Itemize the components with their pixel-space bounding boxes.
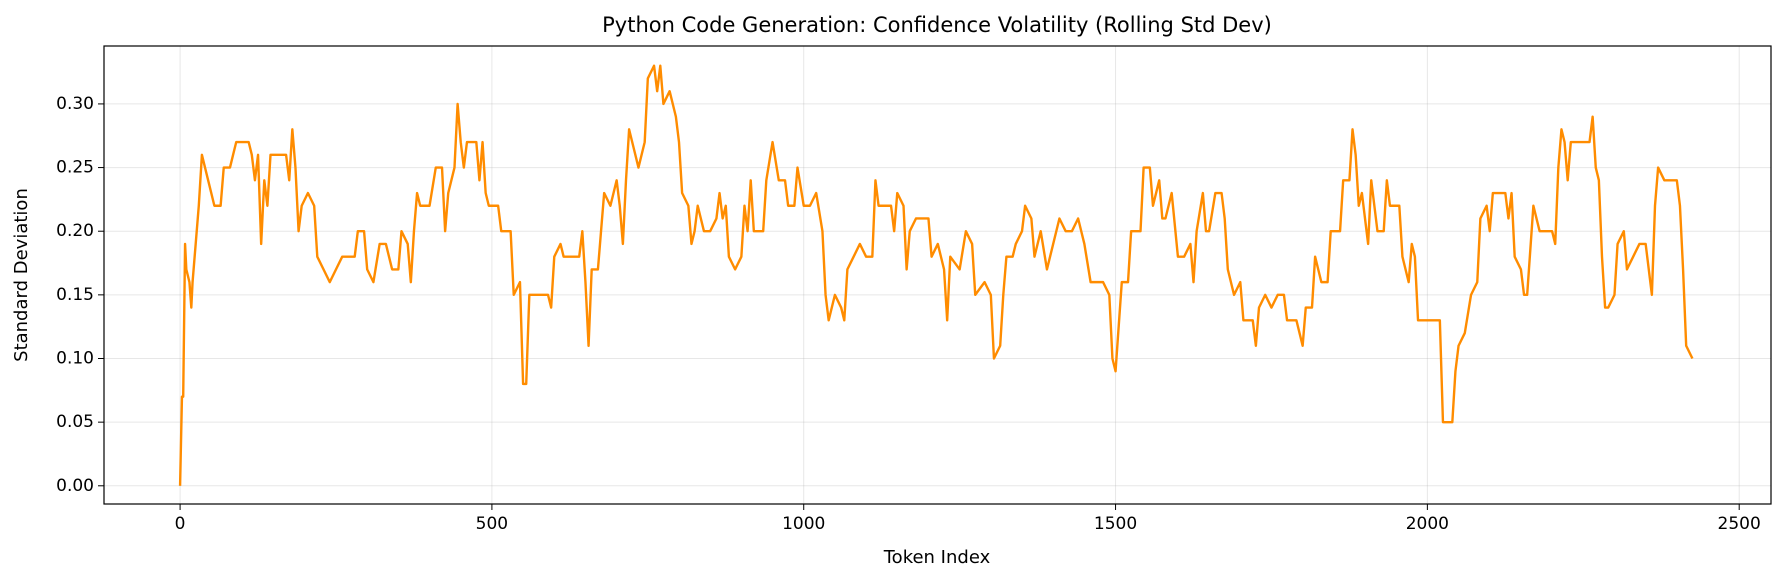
x-tick-label: 2500 [1718, 514, 1761, 534]
data-line [178, 64, 1694, 486]
x-tick-label: 0 [175, 514, 186, 534]
chart-title: Python Code Generation: Confidence Volat… [602, 13, 1272, 37]
plot-frame [103, 45, 1772, 505]
x-tick-label: 2000 [1406, 514, 1449, 534]
y-tick-label: 0.25 [56, 158, 94, 178]
y-tick-label: 0.10 [56, 349, 94, 369]
y-tick-label: 0.00 [56, 476, 94, 496]
y-tick-label: 0.20 [56, 221, 94, 241]
x-tick-label: 1500 [1094, 514, 1137, 534]
x-tick-label: 1000 [782, 514, 825, 534]
y-tick-label: 0.30 [56, 94, 94, 114]
x-tick-label: 500 [476, 514, 508, 534]
y-axis-label: Standard Deviation [11, 188, 32, 362]
y-tick-label: 0.05 [56, 412, 94, 432]
y-tick-label: 0.15 [56, 285, 94, 305]
x-axis-label: Token Index [883, 547, 991, 568]
